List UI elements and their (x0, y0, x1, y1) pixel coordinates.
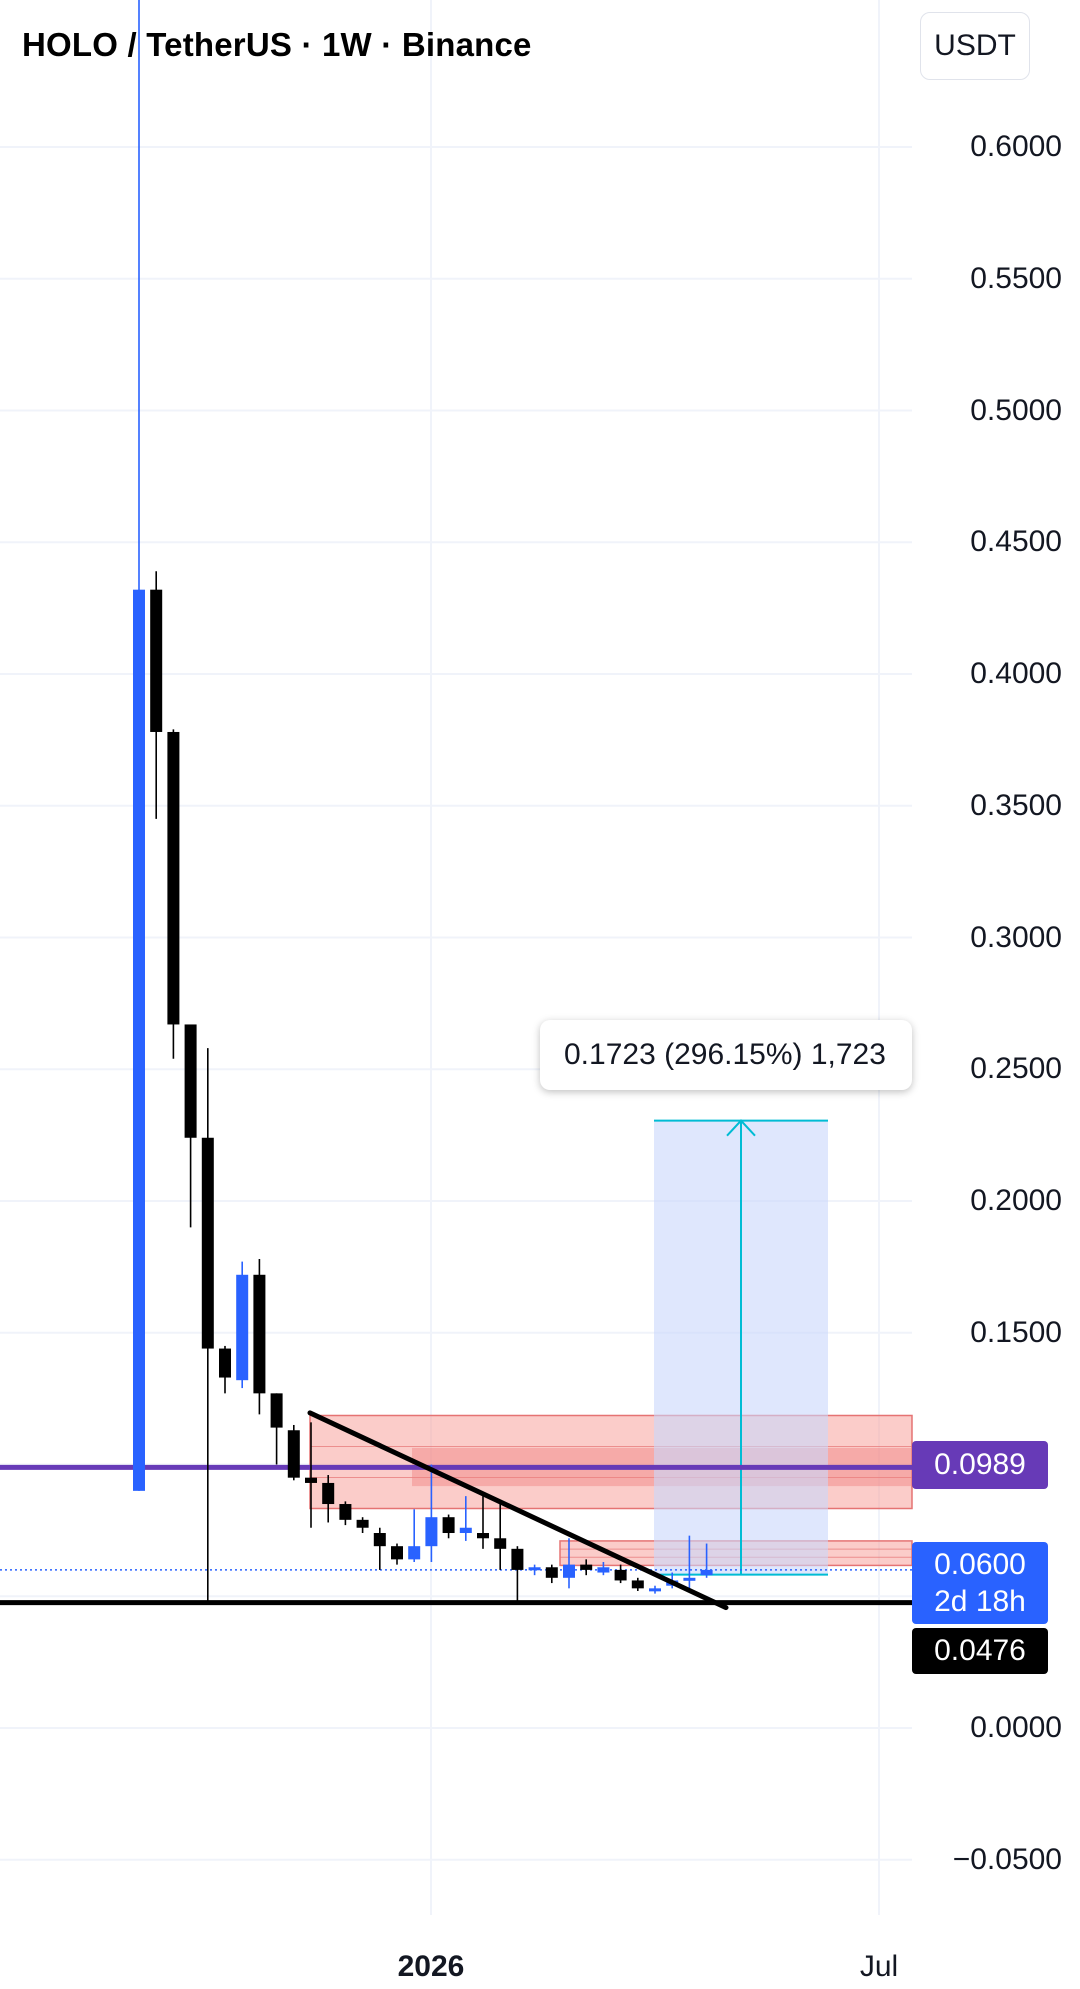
candle (511, 1546, 524, 1602)
measure-label: 0.1723 (296.15%) 1,723 (540, 1020, 912, 1090)
candle (683, 1535, 696, 1589)
candle-body (150, 589, 163, 732)
candle (305, 1422, 317, 1528)
price-range-measure[interactable] (654, 1119, 828, 1576)
candle-body (597, 1567, 610, 1573)
grid (0, 0, 912, 1915)
candle-body (563, 1564, 575, 1578)
candle (253, 1258, 266, 1415)
bar-countdown: 2d 18h (934, 1585, 1026, 1618)
candle (150, 571, 163, 819)
currency-button[interactable]: USDT (920, 12, 1030, 80)
candle-body (356, 1519, 369, 1528)
candle-body (545, 1567, 558, 1578)
y-tick-label: 0.3500 (970, 789, 1062, 822)
candle-body (253, 1274, 266, 1394)
candle (391, 1543, 403, 1565)
y-tick-label: 0.3000 (970, 921, 1062, 954)
candle (339, 1501, 352, 1526)
y-tick-label: 0.4500 (970, 525, 1062, 558)
candle-body (631, 1580, 644, 1589)
candle (167, 729, 180, 1059)
candle-body (270, 1393, 283, 1428)
candle-body (373, 1533, 386, 1547)
candle (700, 1543, 713, 1578)
x-label-jul: Jul (859, 1950, 899, 1983)
candle (201, 1048, 214, 1605)
candle (408, 1509, 421, 1562)
candle-body (459, 1527, 472, 1534)
candle (528, 1564, 541, 1576)
candle-body (167, 731, 180, 1025)
candle (494, 1501, 507, 1570)
candle-body (184, 1024, 197, 1138)
y-tick-label: 0.4000 (970, 657, 1062, 690)
candle-body (580, 1564, 593, 1570)
horizontal-levels (0, 1464, 912, 1606)
candle (322, 1475, 335, 1523)
candle (373, 1527, 386, 1570)
last-price-tag: 0.0600 2d 18h (912, 1542, 1048, 1624)
candle-body (683, 1577, 696, 1581)
candle (287, 1424, 300, 1481)
candles (133, 0, 713, 1605)
candle (614, 1564, 627, 1584)
y-tick-label: 0.2000 (970, 1184, 1062, 1217)
last-price-value: 0.0600 (934, 1548, 1026, 1581)
candle (184, 1024, 197, 1228)
candle (545, 1564, 558, 1584)
candle (477, 1496, 489, 1549)
candle-body (408, 1546, 421, 1560)
candle-body (322, 1482, 335, 1505)
measure-arrowhead (726, 1119, 756, 1137)
y-tick-label: 0.5500 (970, 262, 1062, 295)
candle-body (477, 1533, 489, 1539)
candle (356, 1517, 369, 1534)
candle-body (494, 1538, 507, 1549)
candle (597, 1561, 610, 1576)
candle (236, 1261, 249, 1389)
support-price-tag: 0.0476 (912, 1628, 1048, 1674)
candle-body (133, 589, 145, 1491)
candle-body (201, 1137, 214, 1349)
trendline[interactable] (307, 1410, 729, 1611)
candle (425, 1464, 438, 1562)
candle-body (528, 1567, 541, 1571)
candle-body (649, 1588, 661, 1592)
candle-body (700, 1569, 713, 1576)
y-tick-label: 0.2500 (970, 1052, 1062, 1085)
candle (563, 1538, 575, 1589)
candle-body (391, 1546, 403, 1560)
y-tick-label: 0.6000 (970, 130, 1062, 163)
y-tick-label: 0.5000 (970, 394, 1062, 427)
candle-body (305, 1477, 317, 1483)
chart-title: HOLO / TetherUS · 1W · Binance (22, 26, 532, 63)
candle (459, 1496, 472, 1541)
candle (442, 1514, 455, 1539)
candle-body (442, 1517, 455, 1534)
candle (631, 1577, 644, 1591)
candle-body (236, 1274, 249, 1381)
candle-body (511, 1548, 524, 1570)
candle-body (425, 1517, 438, 1547)
candle (133, 0, 145, 1491)
candle-body (219, 1348, 231, 1378)
candle (219, 1345, 231, 1394)
y-tick-label: −0.0500 (952, 1843, 1062, 1876)
y-tick-label: 0.1500 (970, 1316, 1062, 1349)
y-tick-label: 0.0000 (970, 1711, 1062, 1744)
x-label-2026: 2026 (397, 1950, 465, 1983)
candle-body (339, 1504, 352, 1520)
candle (580, 1559, 593, 1576)
descending-trendline (307, 1410, 729, 1611)
candle (270, 1393, 283, 1465)
candle (649, 1585, 661, 1594)
candle-body (287, 1430, 300, 1478)
candle-body (614, 1569, 627, 1581)
resistance-price-tag: 0.0989 (912, 1441, 1048, 1489)
